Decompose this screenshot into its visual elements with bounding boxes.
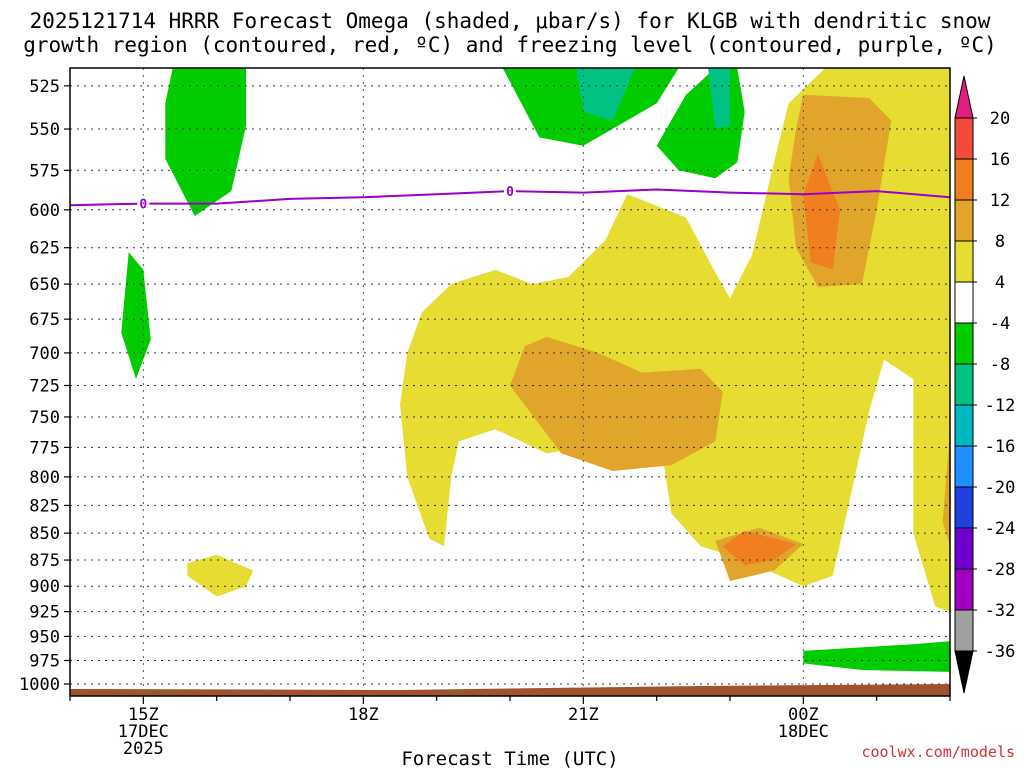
colorbar-swatch [954,527,974,570]
omega_12-region-1 [722,531,796,566]
omega_-4-region-1 [121,252,151,380]
y-tick-label: 800 [29,468,60,488]
freezing-level-line [70,188,950,207]
y-tick-label: 850 [29,524,60,544]
y-tick-label: 625 [29,239,60,259]
omega_-4-region-4 [803,641,950,672]
colorbar-label: 4 [995,273,1005,293]
colorbar-swatch [954,240,974,283]
y-tick-label: 950 [29,627,60,647]
colorbar-label: -16 [985,437,1016,457]
y-tick-label: 675 [29,310,60,330]
colorbar-swatch [954,486,974,529]
y-tick-label: 750 [29,408,60,428]
y-tick-label: 825 [29,496,60,516]
y-tick-label: 900 [29,577,60,597]
omega_-8-region-1 [708,68,730,129]
y-tick-label: 725 [29,376,60,396]
y-tick-label: 600 [29,201,60,221]
colorbar-label: 8 [995,232,1005,252]
y-tick-label: 700 [29,344,60,364]
colorbar-swatch [954,322,974,365]
y-tick-label: 925 [29,603,60,623]
y-tick-label: 775 [29,438,60,458]
x-date-label: 17DEC [118,722,169,742]
colorbar-label: 20 [990,109,1010,129]
colorbar-label: -28 [985,560,1016,580]
colorbar-label: -32 [985,601,1016,621]
credit-link[interactable]: coolwx.com/models [861,743,1015,761]
omega_8-region-3 [942,429,950,546]
y-tick-label: 650 [29,275,60,295]
chart-title-line2: growth region (contoured, red, ºC) and f… [23,33,997,57]
y-tick-label: 525 [29,77,60,97]
colorbar-swatch [954,281,974,324]
x-tick-label: 00Z [788,705,819,725]
y-tick-label: 1000 [19,675,60,695]
freezing-label-bg [504,183,516,200]
y-tick-label: 575 [29,161,60,181]
ground-terrain [70,684,950,696]
colorbar-label: -20 [985,478,1016,498]
chart-title-line1: 2025121714 HRRR Forecast Omega (shaded, … [30,9,991,33]
colorbar-swatch [954,404,974,447]
x-tick-label: 15Z [128,705,159,725]
colorbar-label: -36 [985,642,1016,662]
colorbar-swatch [954,445,974,488]
colorbar-swatch [954,199,974,242]
omega_-4-region-0 [165,68,246,216]
x-axis-label: Forecast Time (UTC) [401,748,618,768]
y-tick-label: 550 [29,120,60,140]
colorbar-arrow-bottom [954,650,974,694]
colorbar: 20 16 12 8 4 -4 -8 -12 -16 -20 -24 -28 -32 -36 [954,75,1016,694]
colorbar-swatch [954,568,974,611]
colorbar-label: -12 [985,396,1016,416]
freezing-level-label: 0 [506,185,514,200]
x-date-label: 2025 [123,739,164,759]
x-date-label: 18DEC [778,722,829,742]
x-tick-label: 18Z [348,705,379,725]
colorbar-label: -8 [990,355,1010,375]
colorbar-swatch [954,609,974,652]
colorbar-label: 16 [990,150,1010,170]
y-tick-label: 875 [29,551,60,571]
y-tick-label: 975 [29,652,60,672]
colorbar-swatch [954,117,974,160]
freezing-label-bg [137,195,150,212]
omega_8-region-1 [510,336,723,471]
colorbar-label: -24 [985,519,1016,539]
colorbar-label: 12 [990,191,1010,211]
y-axis: 525 550 575 600 625 650 675 700 725 750 775 800 825 8… [19,77,70,695]
colorbar-swatch [954,363,974,406]
plot-area: 00 [70,68,950,696]
freezing-level-layer: 00 [70,183,950,213]
omega_12-region-0 [803,154,840,270]
colorbar-swatch [954,158,974,201]
colorbar-label: -4 [990,314,1010,334]
x-tick-label: 21Z [568,705,599,725]
freezing-level-label: 0 [139,198,147,213]
omega_-8-region-0 [576,68,635,121]
omega-shading [121,68,950,672]
